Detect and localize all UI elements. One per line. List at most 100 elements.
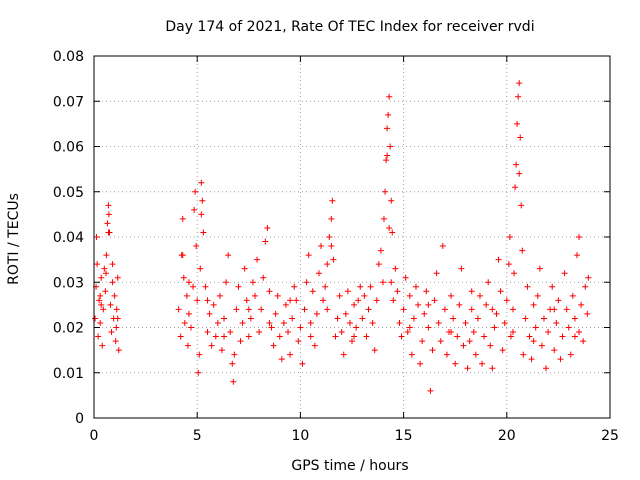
data-point: [218, 347, 225, 354]
data-point: [336, 292, 343, 299]
data-point: [441, 306, 448, 313]
data-point: [380, 215, 387, 222]
data-point: [412, 283, 419, 290]
data-point: [462, 319, 469, 326]
data-point: [357, 283, 364, 290]
data-point: [318, 243, 325, 250]
data-point: [534, 292, 541, 299]
data-point: [385, 111, 392, 118]
data-point: [584, 310, 591, 317]
data-point: [576, 329, 583, 336]
data-point: [561, 270, 568, 277]
data-point: [573, 252, 580, 259]
data-point: [532, 324, 539, 331]
data-point: [346, 319, 353, 326]
data-point: [437, 338, 444, 345]
data-point: [112, 338, 119, 345]
data-point: [431, 297, 438, 304]
data-point: [97, 292, 104, 299]
data-point: [258, 306, 265, 313]
data-point: [515, 93, 522, 100]
data-point: [569, 292, 576, 299]
data-point: [233, 306, 240, 313]
data-point: [470, 329, 477, 336]
data-point: [214, 319, 221, 326]
x-axis-label: GPS time / hours: [291, 458, 408, 474]
data-point: [419, 338, 426, 345]
data-point: [301, 306, 308, 313]
data-point: [543, 365, 550, 372]
data-point: [202, 283, 209, 290]
data-point: [307, 319, 314, 326]
data-point: [199, 197, 206, 204]
data-point: [114, 274, 121, 281]
data-point: [111, 292, 118, 299]
data-point: [499, 347, 506, 354]
data-point: [567, 351, 574, 358]
data-point: [443, 351, 450, 358]
data-point: [195, 369, 202, 376]
data-point: [563, 306, 570, 313]
data-point: [307, 333, 314, 340]
data-point: [361, 292, 368, 299]
data-point: [373, 297, 380, 304]
data-points: [92, 80, 592, 394]
data-point: [396, 319, 403, 326]
data-point: [227, 329, 234, 336]
data-point: [326, 234, 333, 240]
data-point: [185, 279, 192, 286]
data-point: [338, 329, 345, 336]
data-point: [406, 324, 413, 331]
axis-ticks: 0 5 10 15 20 25 0 0.01 0.02 0.03 0.04 0.05 0.06 0.07 0…: [53, 49, 619, 444]
data-point: [557, 356, 564, 363]
data-point: [425, 301, 432, 308]
data-point: [95, 333, 102, 340]
data-point: [388, 197, 395, 204]
data-point: [439, 243, 446, 250]
data-point: [513, 161, 520, 168]
data-point: [274, 292, 281, 299]
data-point: [464, 365, 471, 372]
data-point: [324, 306, 331, 313]
data-point: [114, 315, 121, 322]
data-point: [410, 315, 417, 322]
data-point: [514, 120, 521, 127]
data-point: [328, 215, 335, 222]
data-point: [448, 292, 455, 299]
data-point: [489, 306, 496, 313]
data-point: [188, 324, 195, 331]
data-point: [113, 324, 120, 331]
data-point: [264, 224, 271, 231]
data-point: [200, 229, 207, 236]
data-point: [239, 319, 246, 326]
data-point: [260, 274, 267, 281]
data-point: [553, 319, 560, 326]
data-point: [522, 315, 529, 322]
data-point: [530, 338, 537, 345]
data-point: [192, 188, 199, 195]
data-point: [221, 333, 228, 340]
data-point: [247, 315, 254, 322]
data-point: [109, 261, 116, 268]
data-point: [262, 238, 269, 245]
data-point: [450, 315, 457, 322]
data-point: [210, 301, 217, 308]
data-point: [282, 301, 289, 308]
data-point: [249, 279, 256, 286]
y-axis-label: ROTI / TECUs: [6, 193, 22, 285]
data-point: [108, 329, 115, 336]
data-point: [230, 378, 237, 385]
data-point: [322, 283, 329, 290]
data-point: [501, 319, 508, 326]
data-point: [387, 143, 394, 150]
data-point: [245, 333, 252, 340]
data-point: [272, 310, 279, 317]
data-point: [235, 283, 242, 290]
data-point: [105, 202, 112, 209]
data-point: [329, 197, 336, 204]
data-point: [538, 342, 545, 349]
data-point: [540, 315, 547, 322]
data-point: [295, 338, 302, 345]
data-point: [425, 324, 432, 331]
